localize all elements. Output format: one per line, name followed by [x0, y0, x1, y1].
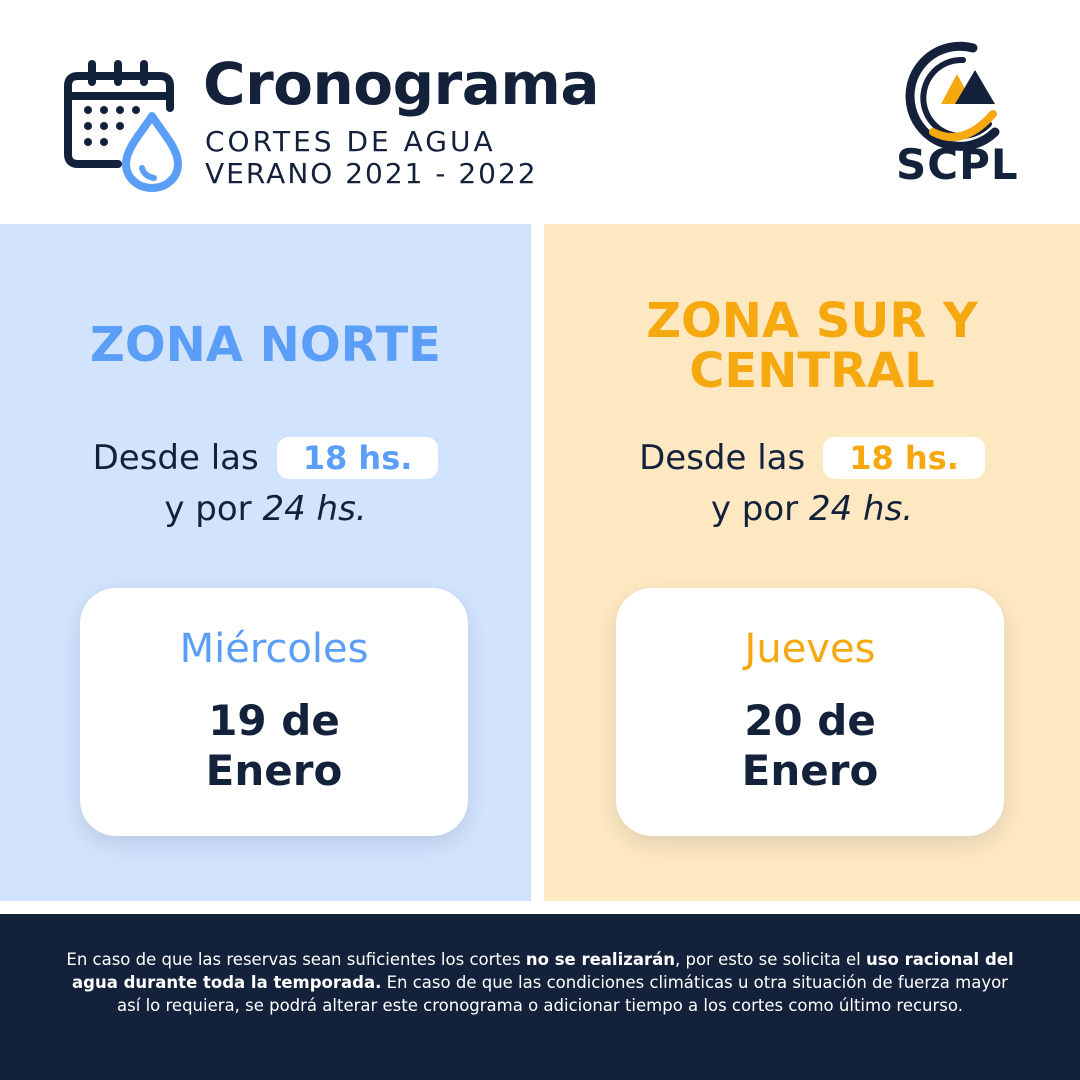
header: Cronograma CORTES DE AGUA VERANO 2021 - …: [0, 0, 1080, 222]
date-line1: 20 de: [744, 696, 876, 745]
zone-title-line1: ZONA SUR Y: [646, 293, 978, 349]
page-title: Cronograma: [203, 50, 600, 118]
subtitle-cortes: CORTES DE AGUA: [205, 125, 496, 158]
zona-norte-panel: ZONA NORTE Desde las 18 hs. y por 24 hs. …: [0, 224, 531, 901]
footer-text-3: En caso de que las condiciones climática…: [117, 973, 1008, 1015]
logo-text: SCPL: [896, 140, 1019, 189]
footer-text-2: , por esto se solicita el: [675, 950, 866, 969]
date-line1: 19 de: [208, 696, 340, 745]
duracion-value: 24 hs.: [262, 489, 367, 529]
duracion-line: y por 24 hs.: [544, 489, 1080, 529]
subtitle-verano: VERANO 2021 - 2022: [205, 157, 538, 190]
date-card: Miércoles 19 de Enero: [80, 588, 468, 836]
hora-badge: 18 hs.: [276, 437, 439, 479]
y-por-label: y por: [710, 489, 799, 529]
y-por-label: y por: [164, 489, 252, 529]
desde-label: Desde las: [92, 438, 259, 478]
zona-sur-central-panel: ZONA SUR Y CENTRAL Desde las 18 hs. y por…: [544, 224, 1080, 901]
footer-bold-1: no se realizarán: [525, 950, 675, 969]
calendar-water-drop-icon: [64, 60, 182, 192]
desde-line: Desde las 18 hs.: [544, 437, 1080, 479]
footer-text-1: En caso de que las reservas sean suficie…: [66, 950, 526, 969]
duracion-value: 24 hs.: [808, 489, 914, 529]
date-line2: Enero: [205, 746, 343, 795]
zone-title-line1: ZONA NORTE: [90, 317, 441, 373]
desde-line: Desde las 18 hs.: [0, 437, 531, 479]
zone-title: ZONA SUR Y CENTRAL: [544, 296, 1080, 396]
desde-label: Desde las: [639, 438, 806, 478]
date-card: Jueves 20 de Enero: [616, 588, 1004, 836]
footer-notice: En caso de que las reservas sean suficie…: [0, 914, 1080, 1080]
scpl-logo-icon: [905, 41, 1000, 151]
footer-bold-2: uso racional del agua durante toda la te…: [72, 950, 1014, 992]
duracion-line: y por 24 hs.: [0, 489, 531, 529]
day-name: Jueves: [744, 626, 876, 672]
zone-title-line2: CENTRAL: [689, 343, 935, 399]
day-name: Miércoles: [179, 626, 369, 672]
footer-text: En caso de que las reservas sean suficie…: [62, 948, 1018, 1017]
date-line2: Enero: [741, 746, 879, 795]
date-value: 19 de Enero: [80, 696, 468, 796]
hora-badge: 18 hs.: [823, 437, 985, 479]
date-value: 20 de Enero: [616, 696, 1004, 796]
zone-title: ZONA NORTE: [0, 321, 531, 369]
